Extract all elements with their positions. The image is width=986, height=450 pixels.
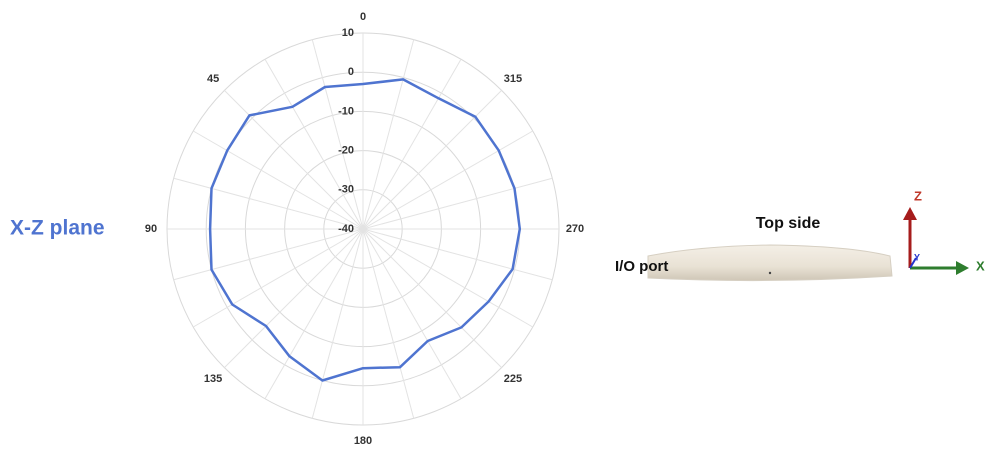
- device-photo: [647, 244, 893, 282]
- spoke: [173, 177, 364, 230]
- polar-chart: -40 -30 -20 -10 0 10 0 45 90 135 180 225 270 315: [145, 11, 584, 447]
- spoke: [362, 39, 415, 230]
- angle-label: 135: [204, 373, 222, 385]
- r-tick-label: -40: [338, 223, 354, 235]
- spoke: [362, 59, 462, 230]
- spoke: [193, 130, 364, 230]
- chart-title: X-Z plane: [10, 217, 105, 240]
- spoke: [362, 177, 553, 230]
- angle-label: 315: [504, 73, 522, 85]
- angle-label: 45: [207, 73, 219, 85]
- spoke: [362, 228, 502, 368]
- spoke: [311, 39, 364, 230]
- spoke: [224, 228, 364, 368]
- y-axis-label: Y: [914, 252, 920, 262]
- r-tick-label: 10: [342, 27, 354, 39]
- spoke: [193, 228, 364, 328]
- spoke: [362, 228, 533, 328]
- r-tick-label: -30: [338, 184, 354, 196]
- io-port-label: I/O port: [615, 258, 668, 275]
- spoke: [264, 59, 364, 230]
- angle-label: 225: [504, 373, 522, 385]
- spoke: [264, 228, 364, 399]
- spoke: [362, 90, 502, 230]
- spoke: [224, 90, 364, 230]
- angle-label: 180: [354, 435, 372, 447]
- r-tick-label: -20: [338, 145, 354, 157]
- angle-label: 270: [566, 223, 584, 235]
- angle-label: 0: [360, 11, 366, 23]
- spoke: [311, 228, 364, 419]
- r-tick-label: -10: [338, 105, 354, 117]
- r-tick-label: 0: [348, 66, 354, 78]
- spoke: [362, 228, 415, 419]
- spoke: [362, 130, 533, 230]
- angle-label: 90: [145, 223, 157, 235]
- top-side-label: Top side: [756, 215, 821, 232]
- z-axis-label: Z: [914, 188, 922, 203]
- spoke: [362, 228, 462, 399]
- spoke: [362, 228, 553, 281]
- spoke: [173, 228, 364, 281]
- axes-icon: [903, 207, 969, 275]
- pattern-line: [208, 78, 522, 382]
- x-axis-label: X: [976, 258, 985, 273]
